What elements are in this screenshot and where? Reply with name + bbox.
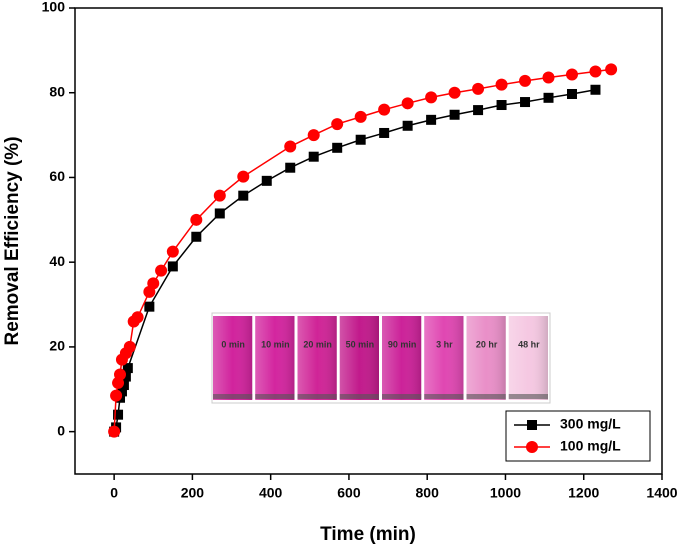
marker [449, 109, 460, 120]
vial-base [466, 394, 506, 399]
marker [237, 170, 250, 183]
vial-base [382, 394, 422, 399]
marker [114, 368, 127, 381]
x-tick-label: 200 [181, 485, 205, 501]
marker [116, 386, 127, 397]
x-tick-label: 600 [337, 485, 361, 501]
marker [285, 162, 296, 173]
marker [147, 277, 160, 290]
vial-base [424, 394, 464, 399]
marker [331, 118, 344, 131]
inset-label: 90 min [388, 339, 417, 349]
x-tick-label: 0 [110, 485, 118, 501]
marker [542, 71, 555, 84]
marker [448, 86, 461, 99]
inset-photo: 0 min 10 min 20 min 50 min 90 min 3 hr 20 hr 48… [211, 312, 551, 404]
marker [402, 120, 413, 131]
legend-label: 300 mg/L [560, 416, 621, 432]
vial-shade [339, 316, 379, 400]
vial-shade [255, 316, 295, 400]
vial-base [255, 394, 295, 399]
marker [190, 213, 203, 226]
plot-frame [74, 7, 663, 475]
legend-marker [526, 441, 538, 453]
marker [496, 100, 507, 111]
marker [120, 371, 131, 382]
marker [354, 110, 367, 123]
vial-shade [213, 316, 253, 400]
marker [565, 68, 578, 81]
x-tick-label: 1000 [490, 485, 521, 501]
vial-base [339, 394, 379, 399]
x-tick-label: 1400 [646, 485, 677, 501]
marker [472, 82, 485, 95]
marker [589, 65, 602, 78]
marker [543, 92, 554, 103]
marker [118, 380, 129, 391]
inset-label: 3 hr [436, 339, 453, 349]
y-tick-label: 100 [42, 0, 66, 15]
marker [238, 190, 249, 201]
marker [110, 389, 123, 402]
marker [401, 97, 414, 110]
x-tick-label: 1200 [568, 485, 599, 501]
marker [261, 175, 272, 186]
marker [167, 261, 178, 272]
y-tick-label: 20 [49, 338, 65, 354]
legend-label: 100 mg/L [560, 438, 621, 454]
marker [155, 264, 168, 277]
x-tick-label: 400 [259, 485, 283, 501]
marker [113, 409, 124, 420]
marker [379, 127, 390, 138]
marker [520, 97, 531, 108]
inset-label: 48 hr [518, 339, 540, 349]
marker [122, 363, 133, 374]
x-tick-label: 800 [416, 485, 440, 501]
legend-box [505, 410, 651, 462]
vial-shade [297, 316, 337, 400]
inset-label: 10 min [261, 339, 290, 349]
marker [473, 105, 484, 116]
marker [166, 245, 179, 258]
marker [144, 301, 155, 312]
vial-base [508, 394, 548, 399]
marker [355, 134, 366, 145]
y-axis-label: Removal Efficiency (%) [2, 136, 23, 345]
vial-base [213, 394, 253, 399]
marker [307, 129, 320, 142]
y-tick-label: 0 [57, 422, 65, 438]
vial-shade [382, 316, 422, 400]
marker [191, 231, 202, 242]
marker [605, 63, 618, 76]
inset-label: 20 hr [476, 339, 498, 349]
marker [519, 74, 532, 87]
x-axis-label: Time (min) [320, 524, 416, 545]
marker [308, 151, 319, 162]
y-tick-label: 60 [49, 168, 65, 184]
vial-shade [424, 316, 464, 400]
vial-shade [508, 316, 548, 400]
marker [214, 208, 225, 219]
marker [284, 140, 297, 153]
marker [495, 78, 508, 91]
inset-label: 50 min [346, 339, 375, 349]
marker [332, 142, 343, 153]
marker [425, 91, 438, 104]
vial-shade [466, 316, 506, 400]
marker [123, 340, 136, 353]
y-tick-label: 80 [49, 83, 65, 99]
y-tick-label: 40 [49, 253, 65, 269]
marker [426, 114, 437, 125]
marker [131, 311, 144, 324]
marker [566, 88, 577, 99]
marker [378, 103, 391, 116]
marker [590, 84, 601, 95]
marker [213, 189, 226, 202]
inset-label: 0 min [221, 339, 245, 349]
inset-label: 20 min [303, 339, 332, 349]
marker [108, 425, 121, 438]
legend-marker [527, 420, 537, 430]
vial-base [297, 394, 337, 399]
